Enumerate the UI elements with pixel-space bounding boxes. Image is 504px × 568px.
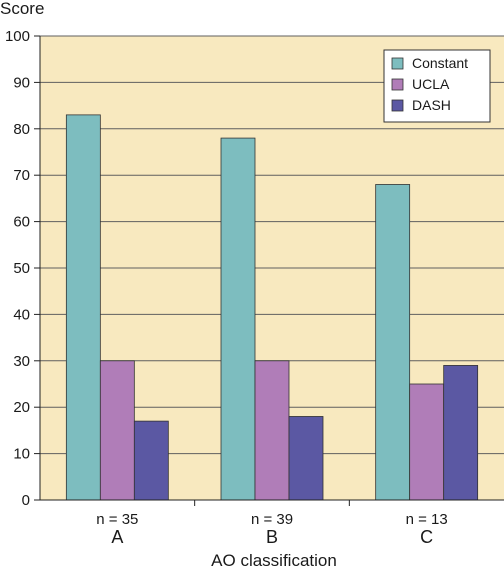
category-label: A [111,527,123,547]
y-axis-title: Score [0,0,44,18]
legend-label-constant: Constant [412,55,468,71]
category-sublabel: n = 39 [251,511,293,528]
bar-constant-c [375,184,411,501]
y-tick-label: 50 [13,260,30,277]
y-tick-label: 40 [13,306,30,323]
y-tick-label: 90 [13,74,30,91]
y-tick-label: 70 [13,167,30,184]
y-tick-label: 0 [22,492,30,509]
y-tick-label: 30 [13,353,30,370]
bar-dash-c [443,365,479,501]
bar-ucla-a [99,360,135,501]
legend: Constant UCLA DASH [383,49,491,123]
y-axis-ticks: 0 10 20 30 40 50 60 70 80 90 100 [5,28,40,509]
category-label: B [266,527,278,547]
legend-swatch-ucla [391,78,404,91]
legend-swatch-constant [391,57,404,70]
bar-constant-a [65,114,101,501]
category-label: C [420,527,433,547]
category-sublabel: n = 35 [96,511,138,528]
bar-dash-a [133,420,169,501]
category-sublabel: n = 13 [406,511,448,528]
bar-ucla-b [254,360,290,501]
bar-constant-b [220,137,256,501]
legend-label-ucla: UCLA [412,76,450,92]
y-tick-label: 60 [13,214,30,231]
y-tick-label: 100 [5,28,30,45]
legend-swatch-dash [391,99,404,112]
y-tick-label: 20 [13,399,30,416]
bar-ucla-c [409,383,445,501]
y-tick-label: 10 [13,446,30,463]
bar-dash-b [288,416,324,501]
bars [65,114,479,501]
x-axis-title: AO classification [211,551,337,568]
legend-label-dash: DASH [412,97,451,113]
y-tick-label: 80 [13,121,30,138]
